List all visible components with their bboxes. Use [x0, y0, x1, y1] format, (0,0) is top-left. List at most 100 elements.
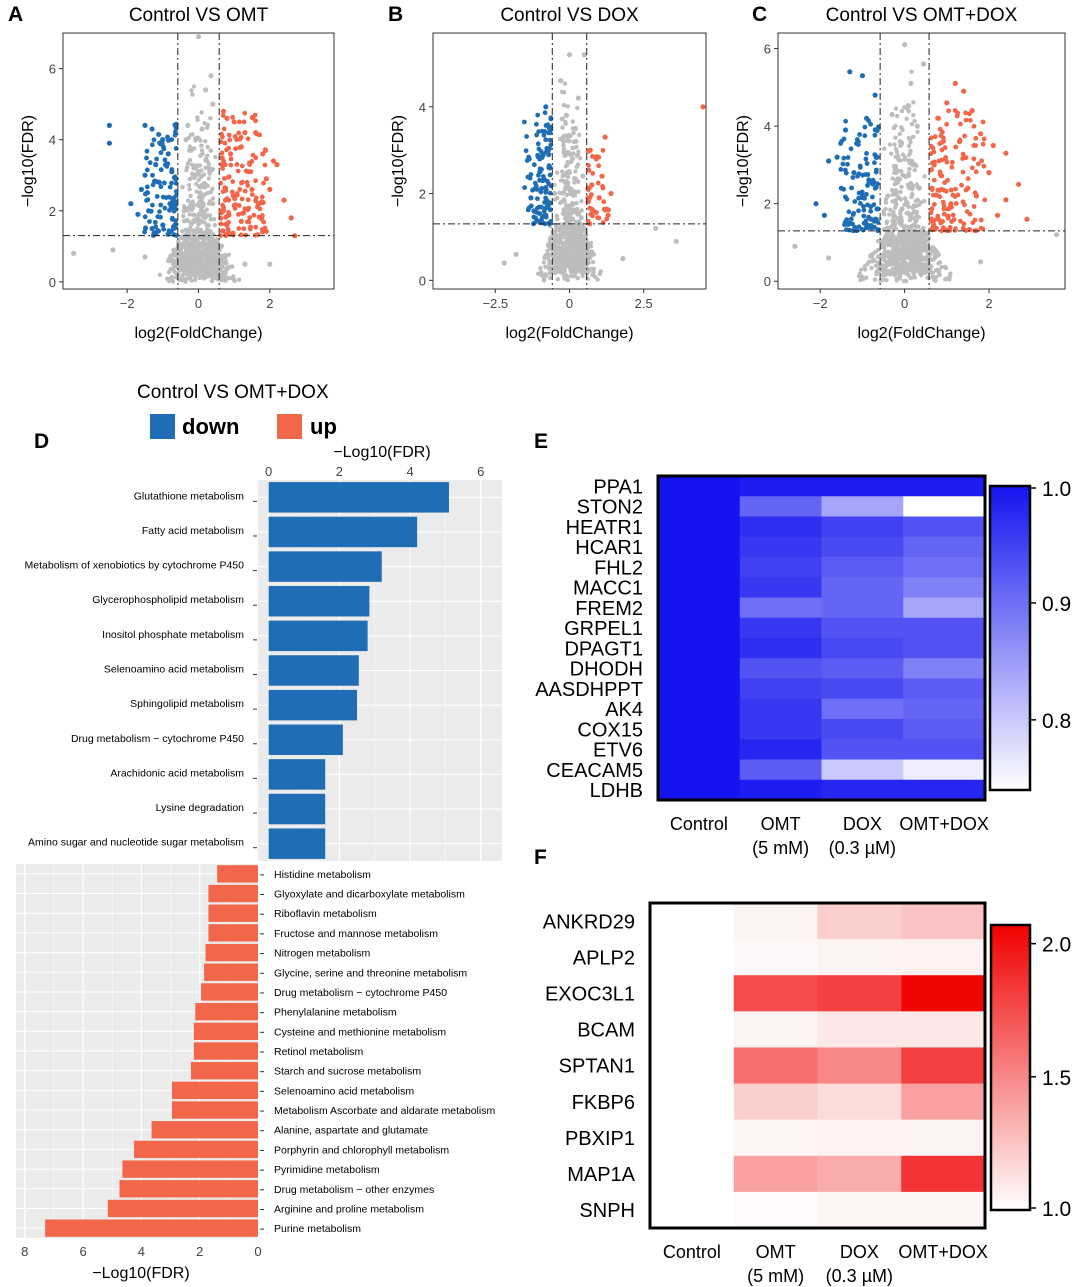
heatmap-e-row-label: MACC1 — [573, 578, 643, 600]
heatmap-f-cell — [901, 975, 986, 1012]
volcano-a-up-point — [281, 197, 287, 203]
volcano-c-ns-dot — [888, 207, 893, 212]
volcano-b-up-point — [593, 156, 599, 162]
volcano-b-ns-dot — [561, 146, 566, 152]
heatmap-f-column-label: OMT (5 mM) — [747, 1242, 804, 1286]
volcano-b-ns-dot — [561, 207, 566, 212]
volcano-a-up-dot — [220, 202, 226, 208]
volcano-a-ns-dot — [219, 257, 225, 263]
volcano-a-up-dot — [239, 163, 245, 169]
volcano-b-ns-dot — [555, 170, 560, 175]
enrichment-up-bar — [171, 1081, 258, 1100]
volcano-c-ns-dot — [897, 231, 902, 236]
volcano-c-down-dot — [855, 173, 860, 179]
heatmap-f-column-label: DOX (0.3 µM) — [826, 1242, 893, 1286]
volcano-a-ns-dot — [195, 252, 201, 257]
volcano-a-up-dot — [228, 162, 234, 168]
volcano-a-ns-dot — [183, 238, 189, 244]
volcano-c-ns-dot — [912, 118, 917, 124]
volcano-a-ns-dot — [182, 265, 187, 270]
volcano-c-down-dot — [840, 161, 846, 167]
heatmap-e-cell — [821, 557, 904, 578]
volcano-c-up-dot — [967, 211, 973, 217]
volcano-c-ns-dot — [900, 252, 905, 257]
heatmap-e-cell — [658, 617, 741, 639]
volcano-a-ns-dot — [201, 266, 206, 271]
volcano-b-down-dot — [536, 129, 542, 135]
volcano-c-ns-dot — [886, 229, 891, 234]
volcano-c-down-point — [868, 216, 874, 222]
heatmap-f-row-label: SPTAN1 — [559, 1056, 635, 1078]
volcano-c-down-dot — [857, 132, 862, 137]
volcano-b-down-dot — [543, 137, 549, 143]
heatmap-f-row-label: BCAM — [577, 1020, 635, 1042]
volcano-a-up-dot — [241, 226, 247, 232]
heatmap-f-cell — [817, 1119, 902, 1157]
volcano-c-ns-dot — [882, 146, 887, 151]
volcano-c-ns-dot — [888, 237, 893, 243]
volcano-b-ns-point — [558, 78, 564, 84]
volcano-b-ns-dot — [565, 149, 570, 155]
volcano-c-down-dot — [862, 133, 868, 139]
volcano-c-ns-dot — [876, 238, 881, 244]
volcano-b-ns-dot — [571, 151, 576, 156]
panel-label-c: C — [752, 3, 767, 26]
heatmap-e-cell — [739, 496, 822, 517]
heatmap-f-cell — [817, 903, 902, 940]
volcano-c-down-dot — [875, 206, 881, 212]
volcano-c-down-dot — [848, 216, 854, 222]
volcano-a-ns-dot — [178, 267, 184, 272]
volcano-a-ns-dot — [180, 229, 185, 234]
volcano-a-ns-point — [267, 261, 273, 267]
panel-label-a: A — [8, 3, 23, 26]
volcano-a-ns-dot — [207, 171, 212, 176]
volcano-a-down-dot — [149, 142, 155, 148]
volcano-c-ns-point — [921, 236, 927, 242]
volcano-b-ns-dot — [565, 138, 570, 143]
heatmap-f-cell — [901, 1011, 986, 1048]
volcano-c-ytick-label: 4 — [764, 119, 771, 134]
volcano-b-ns-dot — [557, 226, 563, 232]
volcano-a-down-dot — [161, 144, 166, 150]
enrichment-up-category-label: Riboflavin metabolism — [274, 908, 377, 920]
volcano-b-ns-dot — [568, 274, 573, 279]
heatmap-e-cell — [739, 476, 822, 497]
volcano-c-up-dot — [948, 187, 954, 193]
heatmap-e-row-label: HEATR1 — [566, 517, 643, 539]
volcano-c-down-point — [847, 220, 853, 226]
volcano-a-ns-point — [192, 172, 198, 178]
volcano-a-up-dot — [242, 110, 248, 116]
volcano-c-ns-dot — [894, 190, 899, 195]
volcano-c-ns-dot — [893, 135, 898, 140]
volcano-a-ns-dot — [184, 249, 189, 254]
volcano-a-up-dot — [220, 134, 225, 140]
volcano-a-ns-dot — [217, 272, 223, 278]
legend-up-swatch — [277, 414, 302, 439]
heatmap-e-cell — [903, 678, 986, 700]
volcano-b-ns-point — [653, 225, 659, 231]
volcano-c-ns-dot — [893, 227, 899, 232]
volcano-a-down-dot — [151, 137, 157, 143]
enrichment-up-bar — [107, 1199, 258, 1218]
volcano-c-ns-dot — [890, 176, 895, 181]
volcano-a-up-point — [245, 169, 251, 175]
volcano-c-ns-dot — [893, 163, 899, 169]
enrichment-up-xtick-label: 0 — [254, 1244, 261, 1259]
volcano-b-down-point — [546, 151, 552, 158]
volcano-a-down-dot — [169, 180, 174, 186]
volcano-b-down-dot — [542, 200, 547, 205]
volcano-b-ns-dot — [552, 264, 557, 270]
volcano-a-ns-dot — [179, 277, 185, 283]
volcano-a-ns-dot — [186, 183, 192, 188]
volcano-c-ns-point — [885, 193, 891, 199]
volcano-b-ns-dot — [574, 164, 579, 169]
volcano-a-down-dot — [157, 209, 162, 215]
enrichment-up-category-label: Pyrimidine metabolism — [274, 1164, 380, 1176]
volcano-a-down-dot — [142, 229, 148, 235]
volcano-c-ns-dot — [915, 129, 920, 135]
enrichment-up-category-label: Retinol metabolism — [274, 1046, 364, 1058]
volcano-a-ns-dot — [174, 254, 179, 259]
heatmap-e-cell — [821, 739, 904, 760]
volcano-a-up-dot — [221, 126, 227, 132]
volcano-a-down-dot — [164, 161, 170, 167]
